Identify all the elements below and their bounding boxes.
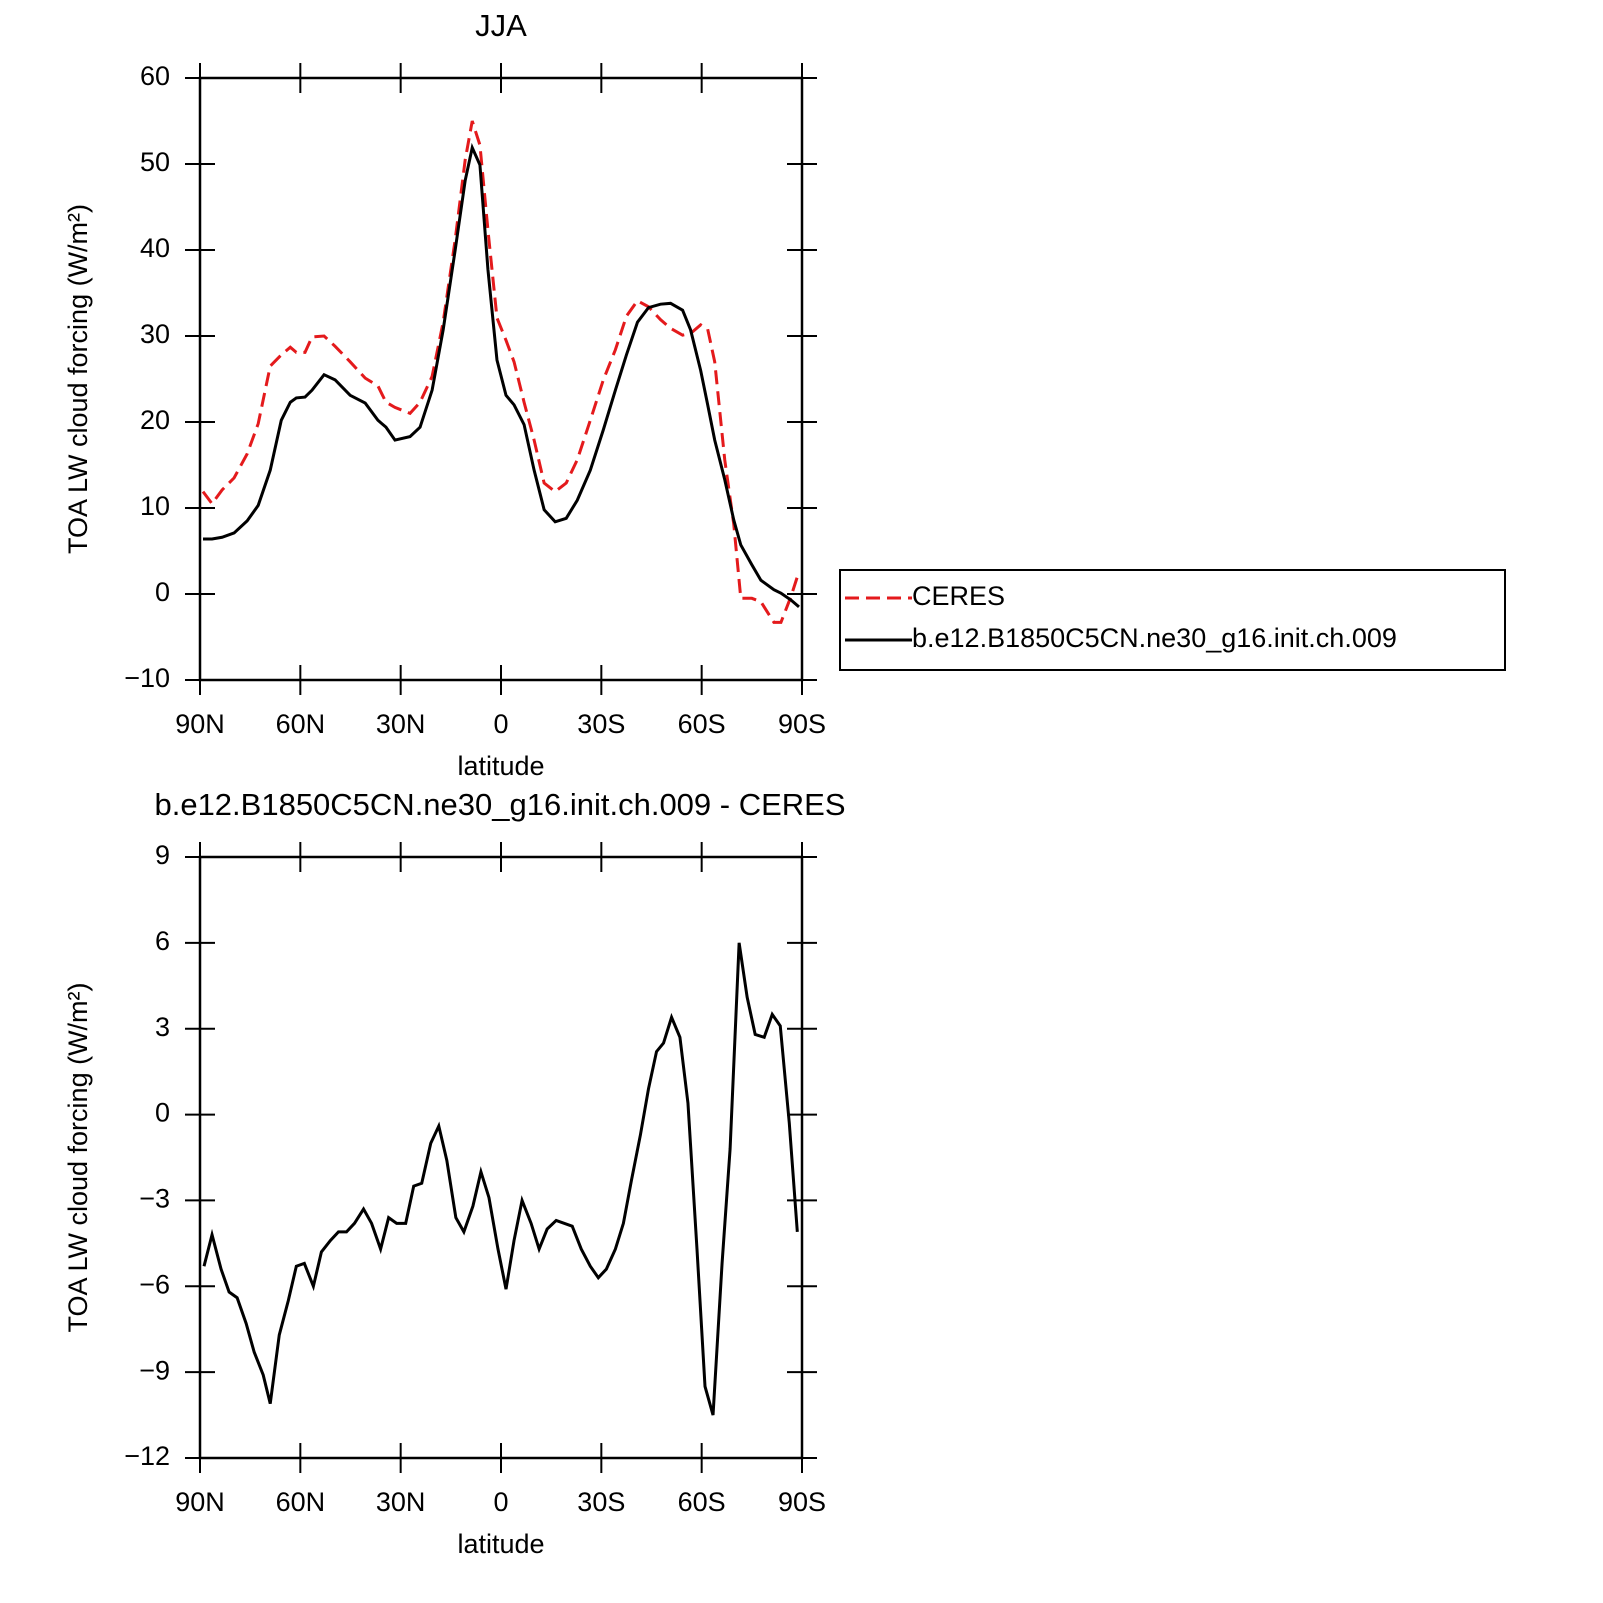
x-tick-label: 90N (175, 1487, 225, 1517)
x-tick-label: 60N (276, 709, 326, 739)
chart-title: JJA (475, 8, 527, 43)
x-tick-label: 0 (493, 709, 508, 739)
y-tick-label: 0 (155, 577, 170, 607)
x-tick-label: 0 (493, 1487, 508, 1517)
y-tick-label: 60 (140, 61, 170, 91)
y-tick-label: 9 (155, 840, 170, 870)
x-tick-label: 90N (175, 709, 225, 739)
y-axis-label: TOA LW cloud forcing (W/m²) (63, 982, 93, 1332)
x-tick-label: 90S (778, 709, 826, 739)
y-tick-label: 30 (140, 319, 170, 349)
y-axis-label: TOA LW cloud forcing (W/m²) (63, 204, 93, 554)
x-tick-label: 30N (376, 1487, 426, 1517)
y-tick-label: 10 (140, 491, 170, 521)
y-tick-label: −6 (139, 1269, 170, 1299)
x-tick-label: 60N (276, 1487, 326, 1517)
y-tick-label: −9 (139, 1355, 170, 1385)
x-tick-label: 60S (678, 709, 726, 739)
chart-title: b.e12.B1850C5CN.ne30_g16.init.ch.009 - C… (154, 787, 845, 822)
x-tick-label: 30N (376, 709, 426, 739)
legend-box (839, 569, 1506, 671)
y-tick-label: −3 (139, 1184, 170, 1214)
x-axis-label: latitude (457, 751, 544, 781)
y-tick-label: 20 (140, 405, 170, 435)
y-tick-label: 6 (155, 926, 170, 956)
y-tick-label: 50 (140, 147, 170, 177)
x-tick-label: 30S (577, 1487, 625, 1517)
x-axis-label: latitude (457, 1529, 544, 1559)
series-line (203, 142, 800, 609)
series-line (201, 120, 801, 624)
series-line (202, 942, 799, 1416)
legend-label: CERES (912, 581, 1005, 611)
y-tick-label: −10 (124, 663, 170, 693)
y-tick-label: 3 (155, 1012, 170, 1042)
y-tick-label: 40 (140, 233, 170, 263)
x-tick-label: 30S (577, 709, 625, 739)
y-tick-label: 0 (155, 1098, 170, 1128)
x-tick-label: 60S (678, 1487, 726, 1517)
x-tick-label: 90S (778, 1487, 826, 1517)
y-tick-label: −12 (124, 1441, 170, 1471)
legend-label: b.e12.B1850C5CN.ne30_g16.init.ch.009 (912, 623, 1397, 653)
plot-frame (198, 76, 804, 682)
plot-frame (198, 855, 804, 1460)
